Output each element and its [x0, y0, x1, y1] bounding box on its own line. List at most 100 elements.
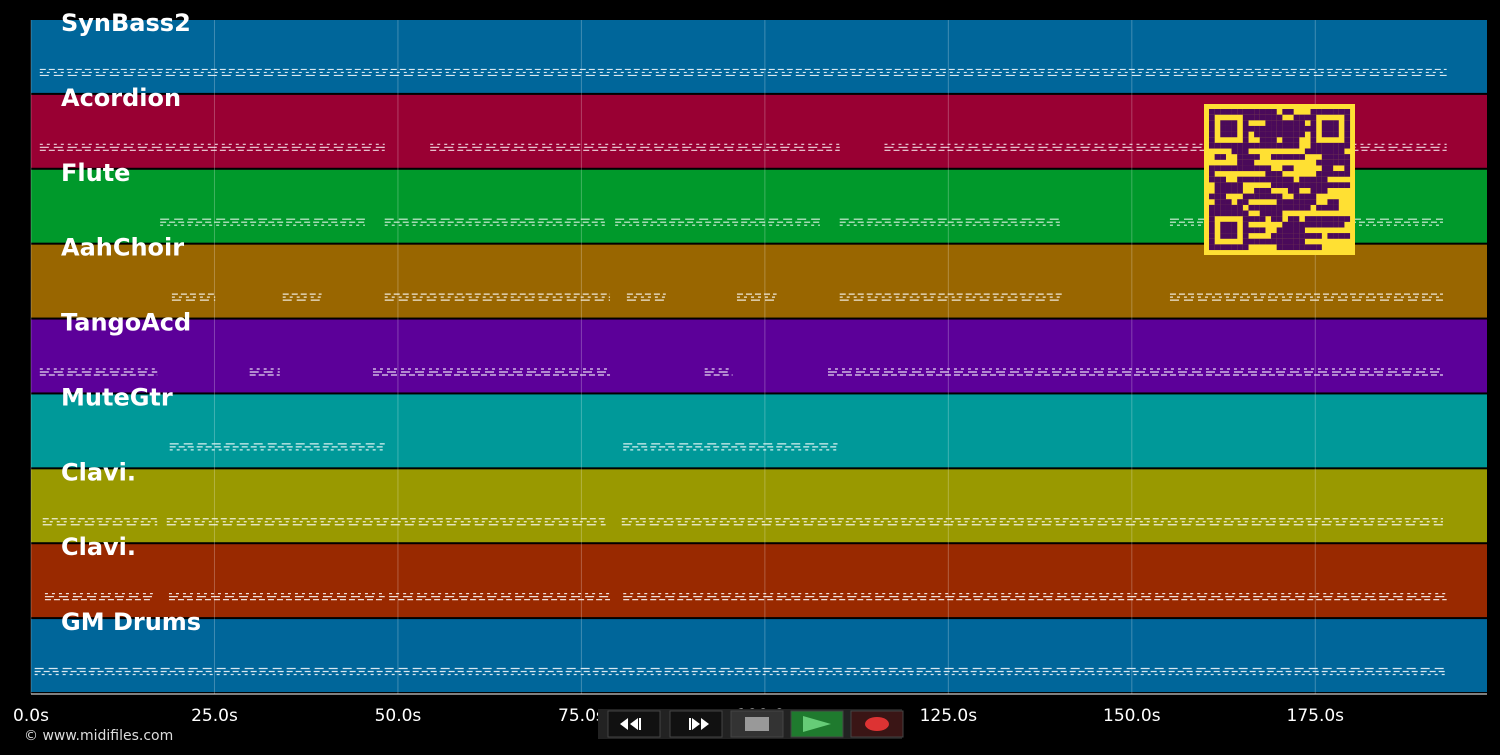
qr-module: [1242, 120, 1249, 126]
qr-module: [1321, 148, 1328, 155]
stop-button[interactable]: [730, 710, 784, 738]
qr-module: [1237, 109, 1243, 115]
qr-module: [1265, 204, 1272, 211]
note-segment: [168, 593, 385, 601]
qr-module: [1225, 233, 1232, 239]
qr-module: [1282, 221, 1289, 228]
qr-module: [1299, 233, 1305, 239]
qr-module: [1225, 142, 1232, 149]
qr-module: [1209, 204, 1215, 211]
qr-module: [1293, 227, 1300, 234]
forward-icon[interactable]: [689, 718, 709, 730]
qr-module: [1293, 193, 1300, 200]
qr-module: [1271, 120, 1277, 126]
qr-module: [1321, 204, 1328, 211]
forward-button[interactable]: [669, 710, 723, 738]
qr-module: [1259, 187, 1266, 194]
qr-module: [1304, 221, 1311, 228]
qr-module: [1287, 154, 1294, 160]
qr-module: [1254, 165, 1260, 172]
qr-module: [1220, 120, 1226, 126]
qr-module: [1254, 125, 1260, 132]
qr-module: [1209, 120, 1215, 126]
qr-module: [1271, 109, 1277, 115]
qr-module: [1271, 193, 1277, 200]
qr-module: [1276, 210, 1283, 217]
note-segment: [372, 368, 611, 376]
qr-module: [1209, 238, 1215, 245]
qr-module: [1344, 182, 1351, 189]
qr-module: [1316, 109, 1322, 115]
qr-module: [1321, 125, 1328, 132]
qr-module: [1237, 159, 1243, 166]
stop-icon[interactable]: [745, 717, 769, 731]
qr-module: [1259, 137, 1266, 143]
qr-module: [1265, 131, 1272, 138]
qr-module: [1293, 199, 1300, 205]
qr-module: [1237, 244, 1243, 251]
track-lane: [31, 20, 1487, 93]
qr-module: [1327, 142, 1334, 149]
play-icon[interactable]: [803, 716, 831, 732]
qr-module: [1310, 109, 1317, 115]
qr-module: [1265, 109, 1272, 115]
qr-module: [1225, 187, 1232, 194]
note-segment: [704, 368, 733, 376]
qr-module: [1237, 148, 1243, 155]
record-button[interactable]: [850, 710, 904, 738]
qr-module: [1220, 154, 1226, 160]
qr-module: [1344, 137, 1351, 143]
qr-module: [1304, 204, 1311, 211]
qr-module: [1276, 120, 1283, 126]
qr-module: [1242, 238, 1249, 245]
qr-module: [1287, 182, 1294, 189]
note-segment: [160, 218, 365, 226]
tick-label: 175.0s: [1287, 706, 1345, 726]
tick-label: 75.0s: [558, 706, 605, 726]
qr-module: [1271, 171, 1277, 177]
qr-module: [1287, 131, 1294, 138]
qr-module: [1293, 131, 1300, 138]
note-segment: [249, 368, 280, 376]
qr-module: [1316, 182, 1322, 189]
qr-module: [1333, 159, 1339, 166]
qr-module: [1220, 131, 1226, 138]
qr-module: [1214, 204, 1221, 211]
qr-module: [1310, 137, 1317, 143]
qr-module: [1231, 125, 1238, 132]
qr-module: [1220, 193, 1226, 200]
qr-module: [1265, 238, 1272, 245]
qr-module: [1271, 210, 1277, 217]
qr-module: [1287, 221, 1294, 228]
qr-module: [1287, 227, 1294, 234]
rewind-icon[interactable]: [620, 718, 641, 730]
qr-module: [1282, 199, 1289, 205]
qr-module: [1271, 137, 1277, 143]
track-name: Clavi.: [61, 458, 136, 486]
qr-module: [1231, 131, 1238, 138]
qr-module: [1231, 182, 1238, 189]
qr-module: [1321, 187, 1328, 194]
qr-module: [1225, 199, 1232, 205]
record-icon[interactable]: [865, 717, 889, 731]
qr-module: [1276, 238, 1283, 245]
qr-module: [1316, 187, 1322, 194]
qr-module: [1293, 216, 1300, 222]
qr-module: [1265, 210, 1272, 217]
qr-module: [1271, 182, 1277, 189]
qr-module: [1209, 227, 1215, 234]
qr-module: [1225, 165, 1232, 172]
rewind-button[interactable]: [607, 710, 661, 738]
qr-module: [1321, 171, 1328, 177]
qr-module: [1321, 120, 1328, 126]
qr-module: [1333, 142, 1339, 149]
play-button[interactable]: [790, 710, 844, 738]
track-lane: [31, 244, 1487, 318]
qr-module: [1254, 216, 1260, 222]
transport-controls: [598, 709, 904, 739]
qr-module: [1287, 176, 1294, 183]
copyright: © www.midifiles.com: [24, 728, 173, 744]
qr-module: [1327, 120, 1334, 126]
qr-module: [1254, 204, 1260, 211]
qr-module: [1248, 238, 1255, 245]
